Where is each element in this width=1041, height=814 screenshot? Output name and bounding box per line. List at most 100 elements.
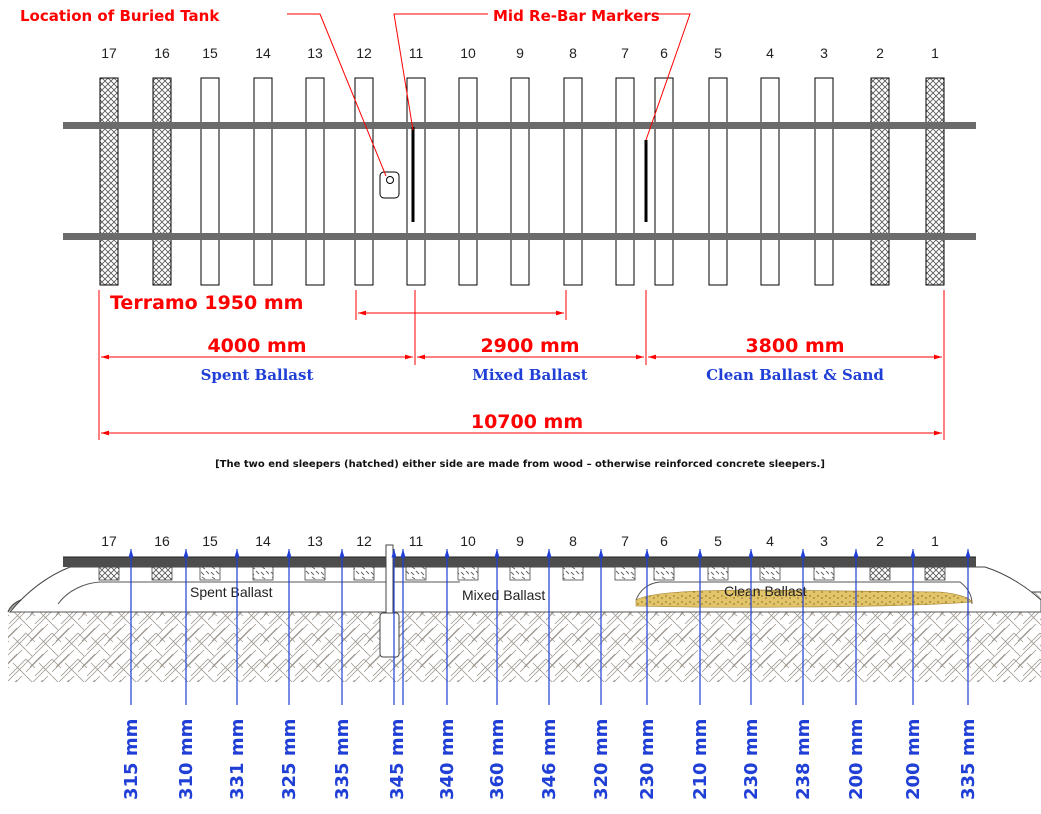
depth-label: 340 mm (437, 719, 458, 800)
top-sleepers (99, 77, 945, 286)
top-sleeper-number: 15 (202, 45, 218, 61)
top-sleeper-number: 6 (660, 45, 668, 61)
section-sleeper-number: 5 (714, 533, 722, 549)
top-sleeper-16 (152, 77, 172, 286)
section-sleeper-numbers: 17 16 15 14 13 12 11 10 9 8 7 6 5 4 3 2 1 (101, 533, 939, 549)
top-sleeper-13 (305, 77, 325, 286)
top-sleeper-number: 17 (101, 45, 117, 61)
top-sleeper-number: 10 (460, 45, 476, 61)
section-sleeper-number: 6 (660, 533, 668, 549)
top-rail-upper (63, 122, 976, 129)
section-mixed-ballast-label: Mixed Ballast (462, 587, 545, 603)
top-sleeper-14 (253, 77, 273, 286)
section-sleeper-13 (304, 566, 326, 581)
section-sleeper-7 (614, 566, 636, 581)
spent-zone-label: Spent Ballast (201, 366, 314, 384)
section-sleeper-8 (562, 566, 584, 581)
rebar-leader-right (645, 13, 691, 141)
section-sleeper-number: 3 (820, 533, 828, 549)
section-sleeper-3 (813, 566, 835, 581)
depth-label: 200 mm (903, 719, 924, 800)
section-sleeper-number: 13 (307, 533, 323, 549)
section-sleeper-number: 9 (516, 533, 524, 549)
dimension-lines (101, 310, 942, 436)
section-clean-ballast-label: Clean Ballast (724, 583, 807, 599)
section-sleeper-14 (252, 566, 274, 581)
depth-label: 325 mm (279, 719, 300, 800)
section-sleeper-number: 12 (356, 533, 372, 549)
section-sleeper-number: 14 (255, 533, 271, 549)
section-sleeper-number: 16 (154, 533, 170, 549)
top-sleeper-numbers: 17 16 15 14 13 12 11 10 9 8 7 6 5 4 3 2 1 (101, 45, 939, 61)
top-sleeper-number: 16 (154, 45, 170, 61)
section-sleeper-1 (924, 566, 946, 581)
rebar-callout: Mid Re-Bar Markers (493, 7, 660, 25)
total-dimension: 10700 mm (471, 411, 583, 433)
depth-label: 315 mm (121, 719, 142, 800)
section-sleeper-5 (707, 566, 729, 581)
top-sleeper-number: 11 (409, 45, 424, 61)
buried-tank-leader (287, 13, 387, 177)
tank-cap-icon (386, 176, 394, 184)
top-sleeper-3 (814, 77, 834, 286)
top-sleeper-17 (99, 77, 119, 286)
clean-zone-label: Clean Ballast & Sand (706, 366, 884, 384)
top-sleeper-number: 3 (820, 45, 828, 61)
section-sleeper-number: 7 (621, 533, 629, 549)
top-sleeper-2 (870, 77, 890, 286)
section-sleeper-number: 4 (766, 533, 774, 549)
top-sleeper-9 (510, 77, 530, 286)
section-sleeper-number: 15 (202, 533, 218, 549)
section-sleeper-12 (353, 566, 375, 581)
mixed-zone-label: Mixed Ballast (472, 366, 587, 384)
buried-tank-section (379, 612, 400, 658)
depth-label: 230 mm (741, 719, 762, 800)
depth-label: 335 mm (958, 719, 979, 800)
section-sleeper-11 (405, 566, 427, 581)
section-sleeper-9 (509, 566, 531, 581)
terramo-dimension: Terramo 1950 mm (110, 292, 303, 314)
top-sleeper-number: 12 (356, 45, 372, 61)
top-sleeper-1 (925, 77, 945, 286)
section-rail (63, 557, 976, 567)
section-sleeper-6 (653, 566, 675, 581)
section-sleeper-number: 11 (409, 533, 424, 549)
section-sleeper-number: 10 (460, 533, 476, 549)
depth-label: 345 mm (387, 719, 408, 800)
top-rail-lower (63, 233, 976, 240)
depth-label: 360 mm (487, 719, 508, 800)
depth-label: 346 mm (539, 719, 560, 800)
top-sleeper-number: 7 (621, 45, 629, 61)
section-sleeper-number: 8 (569, 533, 577, 549)
top-sleeper-number: 8 (569, 45, 577, 61)
clean-ballast-sand-layer (635, 589, 973, 608)
top-sleeper-7 (615, 77, 635, 286)
section-sleeper-15 (199, 566, 221, 581)
depth-label: 335 mm (332, 719, 353, 800)
top-sleeper-15 (200, 77, 220, 286)
section-spent-ballast-label: Spent Ballast (190, 584, 273, 600)
section-sleeper-number: 1 (931, 533, 939, 549)
top-sleeper-number: 14 (255, 45, 271, 61)
top-sleeper-10 (458, 77, 478, 286)
top-sleeper-number: 2 (876, 45, 884, 61)
rebar-leader-left (393, 13, 488, 131)
depth-label: 331 mm (227, 719, 248, 800)
depth-label: 230 mm (637, 719, 658, 800)
top-sleeper-number: 13 (307, 45, 323, 61)
section-sleeper-number: 2 (876, 533, 884, 549)
top-sleeper-12 (354, 77, 374, 286)
dimension-extension-lines (98, 290, 945, 440)
buried-tank-plan (379, 171, 400, 199)
clean-dimension: 3800 mm (745, 335, 844, 357)
top-sleeper-6 (654, 77, 674, 286)
top-sleeper-number: 4 (766, 45, 774, 61)
section-sleeper-2 (869, 566, 891, 581)
tank-riser-pipe (385, 544, 394, 618)
subgrade-soil (8, 592, 1041, 682)
mixed-dimension: 2900 mm (480, 335, 579, 357)
top-sleeper-5 (708, 77, 728, 286)
spent-dimension: 4000 mm (207, 335, 306, 357)
depth-label: 200 mm (846, 719, 867, 800)
